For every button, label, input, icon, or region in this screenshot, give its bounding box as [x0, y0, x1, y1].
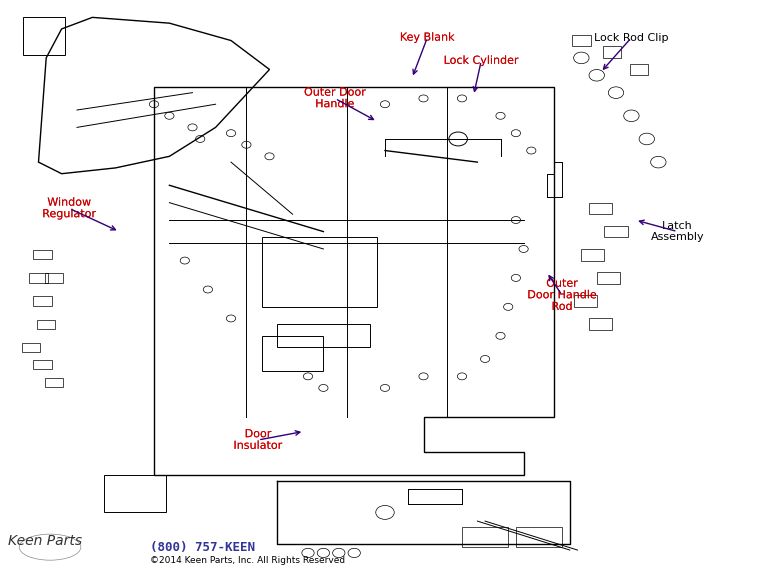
Text: (800) 757-KEEN: (800) 757-KEEN	[150, 541, 255, 554]
Text: Lock Cylinder: Lock Cylinder	[444, 56, 519, 66]
Text: ©2014 Keen Parts, Inc. All Rights Reserved: ©2014 Keen Parts, Inc. All Rights Reserv…	[150, 556, 345, 565]
Text: Window
Regulator: Window Regulator	[42, 197, 96, 219]
Text: Latch
Assembly: Latch Assembly	[651, 221, 705, 243]
Text: Keen Parts: Keen Parts	[8, 534, 82, 548]
Text: Lock Rod Clip: Lock Rod Clip	[594, 32, 668, 43]
Text: Key Blank: Key Blank	[400, 32, 455, 43]
Text: Door
Insulator: Door Insulator	[233, 429, 283, 451]
Text: Outer Door
Handle: Outer Door Handle	[304, 87, 366, 109]
Text: Outer
Door Handle
Rod: Outer Door Handle Rod	[527, 278, 597, 312]
